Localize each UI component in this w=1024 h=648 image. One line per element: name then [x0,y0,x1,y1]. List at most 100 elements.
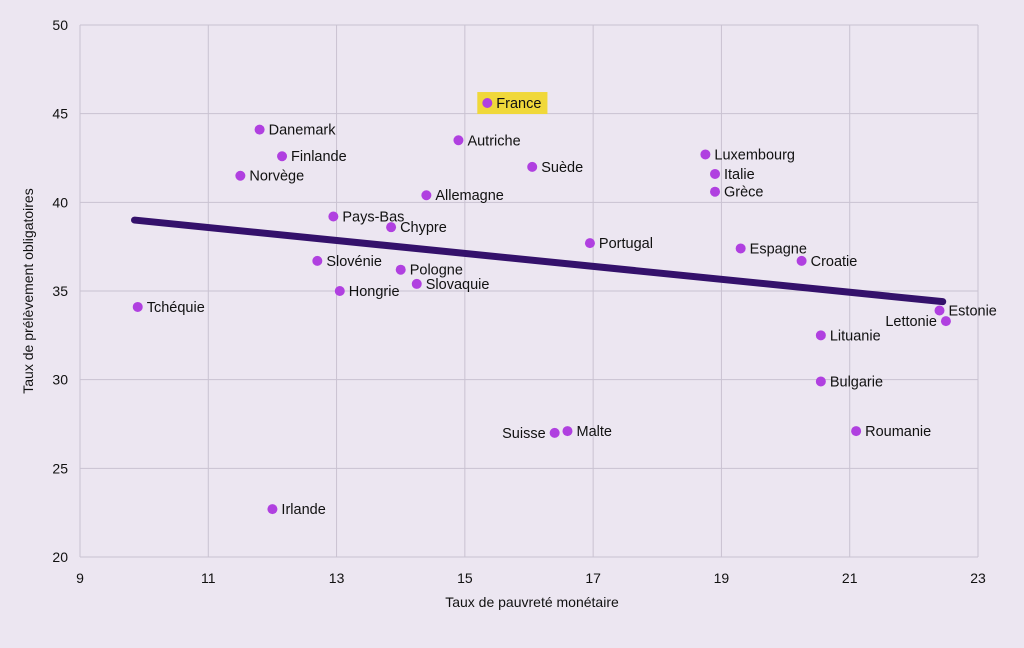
data-point-label: Norvège [249,169,304,185]
data-point [132,301,143,312]
data-point-label: Bulgarie [830,374,883,390]
data-point-label: Luxembourg [714,147,795,163]
data-point [421,190,432,201]
data-point [584,238,595,249]
data-point [267,504,278,515]
data-point-label: Hongrie [349,284,400,300]
trendline [131,216,947,306]
data-point [527,161,538,172]
data-point [815,376,826,387]
data-point [386,222,397,233]
data-point [940,316,951,327]
data-point [710,168,721,179]
data-point-label: France [496,96,541,112]
data-point [411,278,422,289]
data-point [796,255,807,266]
data-point [334,286,345,296]
data-point-label: Lettonie [885,314,937,330]
data-point [254,124,265,135]
x-tick-label: 19 [714,570,730,586]
data-point-label: Suisse [502,426,546,442]
data-point-group: Slovénie [312,254,382,270]
data-point-group: Espagne [735,241,807,257]
y-tick-label: 50 [52,17,68,33]
data-point-label: Tchéquie [147,300,205,316]
data-point [328,211,339,222]
y-tick-label: 20 [52,549,68,565]
data-point-group: Autriche [453,133,521,149]
data-point-group: France [477,92,548,115]
data-point-group: Portugal [584,236,653,252]
data-point-label: Portugal [599,236,653,252]
data-point-group: Irlande [267,502,326,518]
x-tick-label: 9 [76,570,84,586]
data-point [482,98,493,109]
data-point-group: Slovaquie [411,277,490,293]
data-point-label: Italie [724,167,755,183]
y-tick-label: 40 [52,194,68,210]
data-point-group: Roumanie [851,424,931,440]
data-point-label: Suède [541,160,583,176]
x-tick-label: 15 [457,570,473,586]
data-point [700,149,711,160]
x-tick-label: 23 [970,570,986,586]
data-point-label: Finlande [291,149,347,165]
data-point-group: Lettonie [885,314,951,330]
x-tick-label: 13 [329,570,345,586]
x-axis-title: Taux de pauvreté monétaire [445,594,619,610]
data-point [934,305,945,316]
data-point-group: Suède [527,160,583,176]
data-point-group: Malte [562,424,612,440]
data-point [235,170,246,181]
data-point-group: Bulgarie [815,374,883,390]
data-point-group: Finlande [277,149,347,165]
data-point [312,255,323,266]
data-point-group: Grèce [710,185,764,201]
y-tick-label: 30 [52,372,68,388]
data-point-label: Croatie [811,254,858,270]
data-point-group: Suisse [502,426,560,442]
data-point [395,264,406,275]
y-tick-label: 45 [52,106,68,122]
data-point-label: Allemagne [435,188,504,204]
data-point-label: Slovénie [326,254,382,270]
data-point-label: Roumanie [865,424,931,440]
data-point-label: Slovaquie [426,277,490,293]
x-tick-label: 17 [585,570,601,586]
highlight-box [477,92,548,115]
data-point-group: Luxembourg [700,147,795,163]
data-point-group: Estonie [934,304,997,320]
data-point [277,151,288,162]
x-tick-label: 11 [201,570,216,586]
data-point-group: Lituanie [815,328,881,344]
data-point [549,427,560,438]
data-point-group: Allemagne [421,188,504,204]
data-point-label: Irlande [281,502,325,518]
y-tick-label: 25 [52,460,68,476]
data-point [710,186,721,197]
data-point-group: Norvège [235,169,304,185]
data-point-label: Autriche [467,133,520,149]
data-point [453,135,464,146]
data-point-label: Grèce [724,185,764,201]
data-point-label: Espagne [750,241,807,257]
data-point-label: Lituanie [830,328,881,344]
data-point-group: Hongrie [334,284,400,300]
data-point-label: Pologne [410,263,463,279]
data-point-group: Croatie [796,254,858,270]
data-point [562,426,573,437]
data-point-label: Malte [576,424,611,440]
trendline-group [131,216,947,306]
data-point [735,243,746,254]
data-point-group: Pologne [395,263,463,279]
ticks-group: 9 11 13 15 17 19 21 23 20 25 30 35 40 45 50 [52,17,986,586]
x-tick-label: 21 [842,570,858,586]
data-point-label: Chypre [400,220,447,236]
data-point-label: Estonie [949,304,997,320]
data-point-label: Danemark [269,123,337,139]
data-point-group: Danemark [254,123,337,139]
y-axis-title: Taux de prélèvement obligatoires [20,188,36,393]
data-point-group: Tchéquie [132,300,205,316]
